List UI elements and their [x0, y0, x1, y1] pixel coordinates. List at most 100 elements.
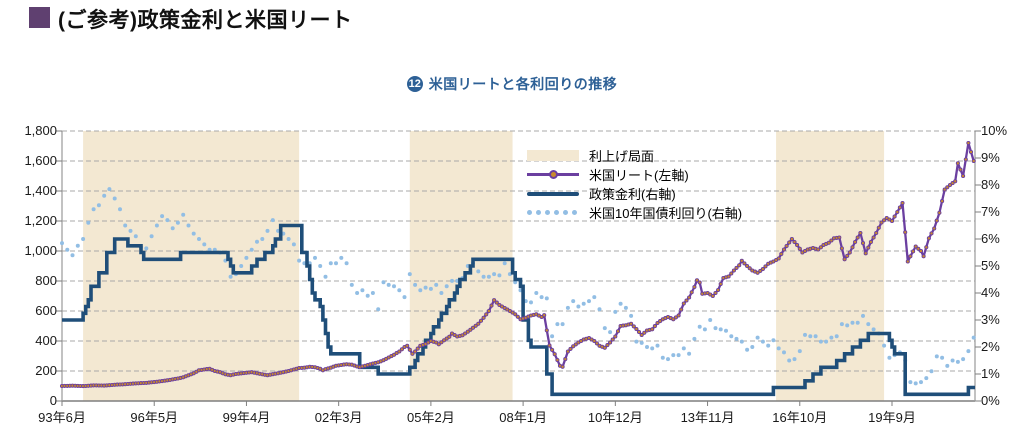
treasury-yield-dot [760, 339, 765, 344]
reit-marker [399, 347, 404, 352]
treasury-yield-dot [239, 264, 244, 268]
reit-marker [613, 334, 618, 339]
reit-marker [758, 268, 763, 273]
reit-marker [789, 236, 794, 242]
reit-marker [763, 264, 768, 269]
y-left-axis-label: 0 [49, 393, 57, 408]
treasury-yield-dot [660, 355, 665, 360]
treasury-yield-dot [971, 335, 976, 340]
reit-marker [513, 312, 518, 317]
reit-marker [913, 244, 918, 249]
treasury-yield-dot [318, 264, 323, 268]
treasury-yield-dot [734, 336, 739, 341]
y-left-axis-label: 1,600 [24, 153, 57, 168]
reit-marker [552, 352, 557, 357]
reit-marker [415, 346, 420, 351]
reit-marker [795, 242, 800, 248]
reit-marker [560, 364, 565, 369]
treasury-yield-dot [634, 339, 639, 344]
reit-marker [937, 210, 942, 215]
treasury-yield-dot [824, 339, 829, 344]
treasury-yield-dot [924, 376, 929, 381]
reit-marker [610, 337, 615, 342]
treasury-yield-dot [745, 347, 750, 352]
reit-marker [847, 250, 852, 255]
treasury-yield-dot [291, 242, 296, 247]
treasury-yield-dot [544, 296, 549, 301]
reit-marker [908, 254, 913, 259]
legend-item-policy-rate: 政策金利(右軸) [527, 184, 742, 203]
treasury-yield-dot [834, 334, 839, 339]
reit-marker [895, 209, 900, 215]
reit-marker [747, 266, 752, 271]
reit-marker [470, 325, 476, 330]
y-right-axis-label: 10% [981, 123, 1008, 138]
reit-marker [829, 238, 834, 243]
y-right-axis-label: 9% [981, 150, 1000, 165]
y-right-axis-label: 5% [981, 258, 1000, 273]
treasury-yield-dot [671, 353, 676, 358]
treasury-yield-dot [181, 212, 186, 217]
treasury-yield-dot [423, 285, 428, 290]
reit-marker [681, 301, 686, 306]
reit-marker [961, 173, 966, 179]
reit-marker [784, 243, 789, 249]
reit-marker [953, 179, 958, 184]
reit-marker [760, 266, 765, 272]
reit-marker [629, 321, 634, 326]
treasury-yield-dot [850, 320, 855, 325]
x-axis-label: 05年2月 [407, 410, 455, 425]
reit-marker [839, 246, 844, 251]
y-left-axis-label: 1,000 [24, 243, 57, 258]
treasury-yield-dot [776, 346, 781, 351]
reit-marker [718, 281, 723, 287]
treasury-yield-dot [708, 318, 713, 322]
treasury-yield-dot [529, 300, 533, 305]
treasury-yield-dot [334, 261, 338, 266]
treasury-yield-dot [702, 327, 707, 332]
reit-marker [679, 307, 684, 312]
reit-marker [397, 349, 402, 354]
treasury-yield-dot [771, 338, 776, 343]
treasury-yield-dot [940, 355, 945, 360]
treasury-yield-dot [645, 345, 649, 349]
reit-marker [697, 280, 702, 285]
reit-marker [550, 347, 555, 352]
treasury-yield-dot [755, 335, 760, 340]
treasury-yield-dot [244, 255, 249, 260]
reit-marker [900, 200, 905, 206]
reit-marker [860, 241, 866, 246]
reit-marker [882, 218, 887, 223]
reit-marker [547, 343, 552, 348]
treasury-yield-dot [750, 345, 755, 349]
treasury-yield-dot [697, 324, 702, 329]
policy-line-swatch [527, 191, 581, 196]
treasury-yield-dot [65, 247, 70, 252]
reit-marker [655, 320, 660, 326]
x-axis-label: 10年12月 [587, 410, 643, 425]
y-left-axis-label: 800 [35, 273, 57, 288]
reit-marker [671, 317, 676, 322]
reit-marker [889, 218, 895, 224]
x-axis-label: 19年9月 [868, 410, 916, 425]
reit-marker [742, 261, 747, 266]
figure-number-badge: 12 [406, 76, 423, 92]
treasury-yield-dot [502, 261, 507, 266]
treasury-yield-dot [839, 322, 844, 327]
treasury-yield-dot [592, 295, 597, 300]
treasury-yield-dot [175, 220, 180, 225]
reit-marker [955, 161, 960, 166]
treasury-yield-dot [407, 272, 412, 277]
reit-marker [489, 303, 494, 308]
treasury-yield-dot [818, 339, 823, 344]
y-left-axis-label: 200 [35, 363, 57, 378]
reit-marker [442, 338, 447, 343]
reit-marker [842, 257, 847, 262]
treasury-yield-dot [597, 307, 602, 312]
reit-marker [731, 268, 736, 273]
treasury-yield-dot [623, 305, 628, 310]
treasury-yield-dot [855, 320, 860, 325]
treasury-yield-dot [687, 351, 692, 356]
reit-marker [963, 157, 968, 162]
